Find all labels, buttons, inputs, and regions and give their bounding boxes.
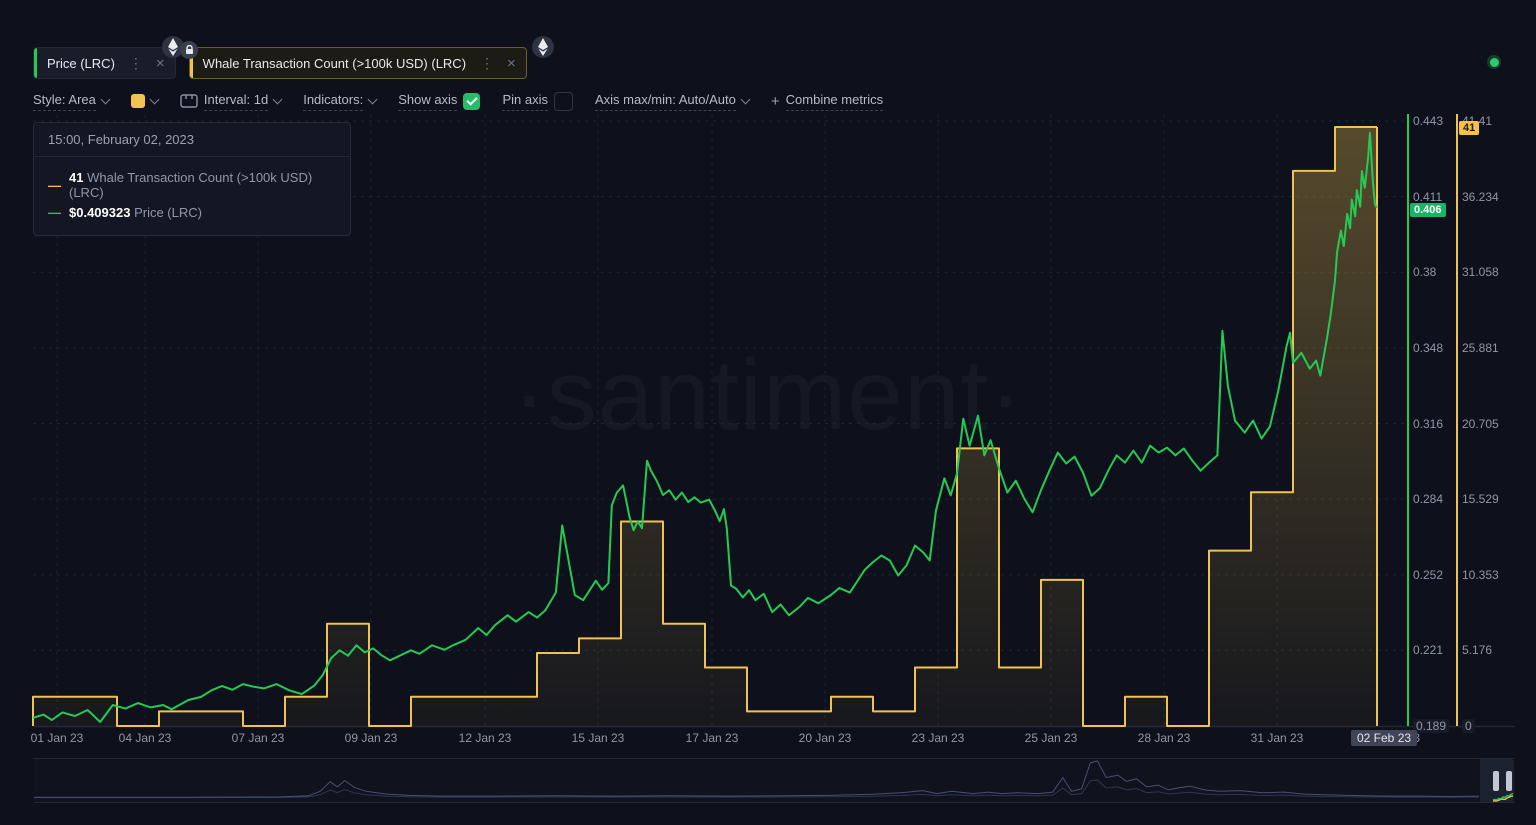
yaxis-whale-tick: 0	[1462, 719, 1475, 733]
date-axis-label: 28 Jan 23	[1137, 731, 1191, 745]
price-accent-bar	[34, 48, 37, 78]
style-label: Style: Area	[33, 92, 96, 111]
tab-close-icon[interactable]: ×	[507, 54, 516, 72]
date-axis-label: 17 Jan 23	[685, 731, 739, 745]
indicators-dropdown[interactable]: Indicators:	[303, 92, 378, 111]
yaxis-whale-tick: 20.705	[1462, 416, 1499, 431]
whale-accent-bar	[189, 48, 193, 78]
crosshair-date-badge: 02 Feb 23	[1351, 730, 1418, 746]
yaxis-price-tick: 0.348	[1413, 340, 1444, 355]
date-axis-label: 20 Jan 23	[798, 731, 852, 745]
combine-metrics-button[interactable]: + Combine metrics	[770, 92, 884, 111]
tooltip-row-price: — $0.409323 Price (LRC)	[48, 205, 336, 220]
metric-color-swatch[interactable]	[130, 94, 145, 108]
plus-icon: +	[770, 92, 780, 110]
date-axis-label: 01 Jan 23	[30, 731, 84, 745]
chevron-down-icon	[740, 94, 751, 105]
brush-handle[interactable]	[1506, 771, 1512, 791]
combine-metrics-label: Combine metrics	[785, 92, 884, 111]
yaxis-whale-tick: 36.234	[1462, 189, 1499, 204]
chart-toolbar: Style: Area Interval: 1d Indicators: Sho…	[33, 90, 905, 112]
axis-maxmin-dropdown[interactable]: Axis max/min: Auto/Auto	[594, 92, 751, 111]
yaxis-price-tick: 0.38	[1413, 265, 1437, 280]
date-axis-label: 12 Jan 23	[458, 731, 512, 745]
date-axis-label: 07 Jan 23	[231, 731, 285, 745]
chevron-down-icon	[367, 94, 378, 105]
tab-whale-transaction-count[interactable]: Whale Transaction Count (>100k USD) (LRC…	[188, 47, 527, 79]
preview-mini-chart	[1493, 792, 1514, 802]
yaxis-price-tick: 0.221	[1413, 643, 1444, 658]
show-axis-checkbox[interactable]	[463, 92, 481, 110]
pin-axis-toggle[interactable]: Pin axis	[502, 91, 573, 111]
chevron-down-icon	[272, 94, 283, 105]
tab-whale-label: Whale Transaction Count (>100k USD) (LRC…	[202, 55, 467, 71]
yaxis-whale-tick: 10.353	[1462, 567, 1499, 582]
whale-series-dash-icon: —	[48, 177, 61, 193]
price-line-series	[32, 131, 1378, 723]
chart-preview-navigator[interactable]	[33, 758, 1515, 803]
whale-step-area	[33, 126, 1377, 726]
tooltip-whale-label: Whale Transaction Count (>100k USD) (LRC…	[69, 170, 313, 200]
date-axis-label: 15 Jan 23	[571, 731, 625, 745]
tooltip-whale-value: 41	[69, 170, 84, 185]
tab-price-lrc[interactable]: Price (LRC) ⋮ ×	[33, 47, 176, 79]
indicators-label: Indicators:	[303, 92, 364, 111]
yaxis-whale-tick: 31.058	[1462, 265, 1499, 280]
yaxis-price-tick: 0.443	[1413, 114, 1444, 128]
preview-sparkline	[34, 760, 1480, 799]
price-series-dash-icon: —	[48, 205, 61, 220]
interval-dropdown[interactable]: Interval: 1d	[180, 92, 283, 111]
tooltip-price-value: $0.409323	[69, 205, 131, 220]
whale-last-value-badge: 41	[1459, 121, 1480, 135]
metric-tab-bar: Price (LRC) ⋮ × Whale Transaction Count …	[33, 47, 527, 79]
preview-endcap	[1480, 759, 1514, 802]
chart-tooltip: 15:00, February 02, 2023 — 41 Whale Tran…	[33, 122, 351, 236]
chevron-down-icon	[100, 94, 111, 105]
yaxis-whale-tick: 5.176	[1462, 643, 1493, 658]
chevron-down-icon	[149, 94, 160, 105]
tooltip-row-whale: — 41 Whale Transaction Count (>100k USD)…	[48, 170, 336, 200]
interval-icon	[180, 94, 198, 108]
tooltip-datetime: 15:00, February 02, 2023	[34, 123, 350, 157]
live-status-indicator	[1487, 55, 1501, 69]
tooltip-price-label: Price (LRC)	[134, 205, 202, 220]
pin-axis-label: Pin axis	[502, 92, 548, 111]
date-axis-label: 23 Jan 23	[911, 731, 965, 745]
ethereum-icon	[532, 36, 554, 58]
chart-plot-area[interactable]	[0, 0, 1536, 760]
whale-step-line	[32, 125, 1377, 727]
show-axis-label: Show axis	[398, 92, 458, 111]
brush-handle[interactable]	[1493, 771, 1499, 791]
color-picker[interactable]	[130, 94, 160, 108]
show-axis-toggle[interactable]: Show axis	[398, 92, 481, 111]
tab-close-icon[interactable]: ×	[155, 54, 165, 72]
date-axis-label: 04 Jan 23	[118, 731, 172, 745]
pin-axis-checkbox[interactable]	[553, 91, 573, 111]
date-axis-label: 25 Jan 23	[1024, 731, 1078, 745]
date-axis-label: 31 Jan 23	[1250, 731, 1304, 745]
lock-icon	[180, 41, 198, 59]
yaxis-price-tick: 0.316	[1413, 416, 1444, 431]
yaxis-whale-tick: 25.881	[1462, 340, 1499, 355]
yaxis-price-tick: 0.189	[1413, 719, 1450, 733]
tab-menu-icon[interactable]: ⋮	[480, 54, 496, 71]
yaxis-price-tick: 0.284	[1413, 492, 1444, 507]
yaxis-whale-tick: 15.529	[1462, 492, 1499, 507]
yaxis-price-tick: 0.411	[1413, 189, 1443, 204]
tab-price-label: Price (LRC)	[47, 55, 115, 71]
ethereum-icon	[162, 36, 184, 58]
interval-label: Interval: 1d	[203, 92, 269, 111]
yaxis-price-tick: 0.252	[1413, 567, 1444, 582]
date-axis-label: 09 Jan 23	[344, 731, 398, 745]
price-last-value-badge: 0.406	[1410, 203, 1446, 217]
axis-maxmin-label: Axis max/min: Auto/Auto	[594, 92, 736, 111]
tab-menu-icon[interactable]: ⋮	[128, 54, 144, 71]
style-dropdown[interactable]: Style: Area	[33, 92, 111, 111]
